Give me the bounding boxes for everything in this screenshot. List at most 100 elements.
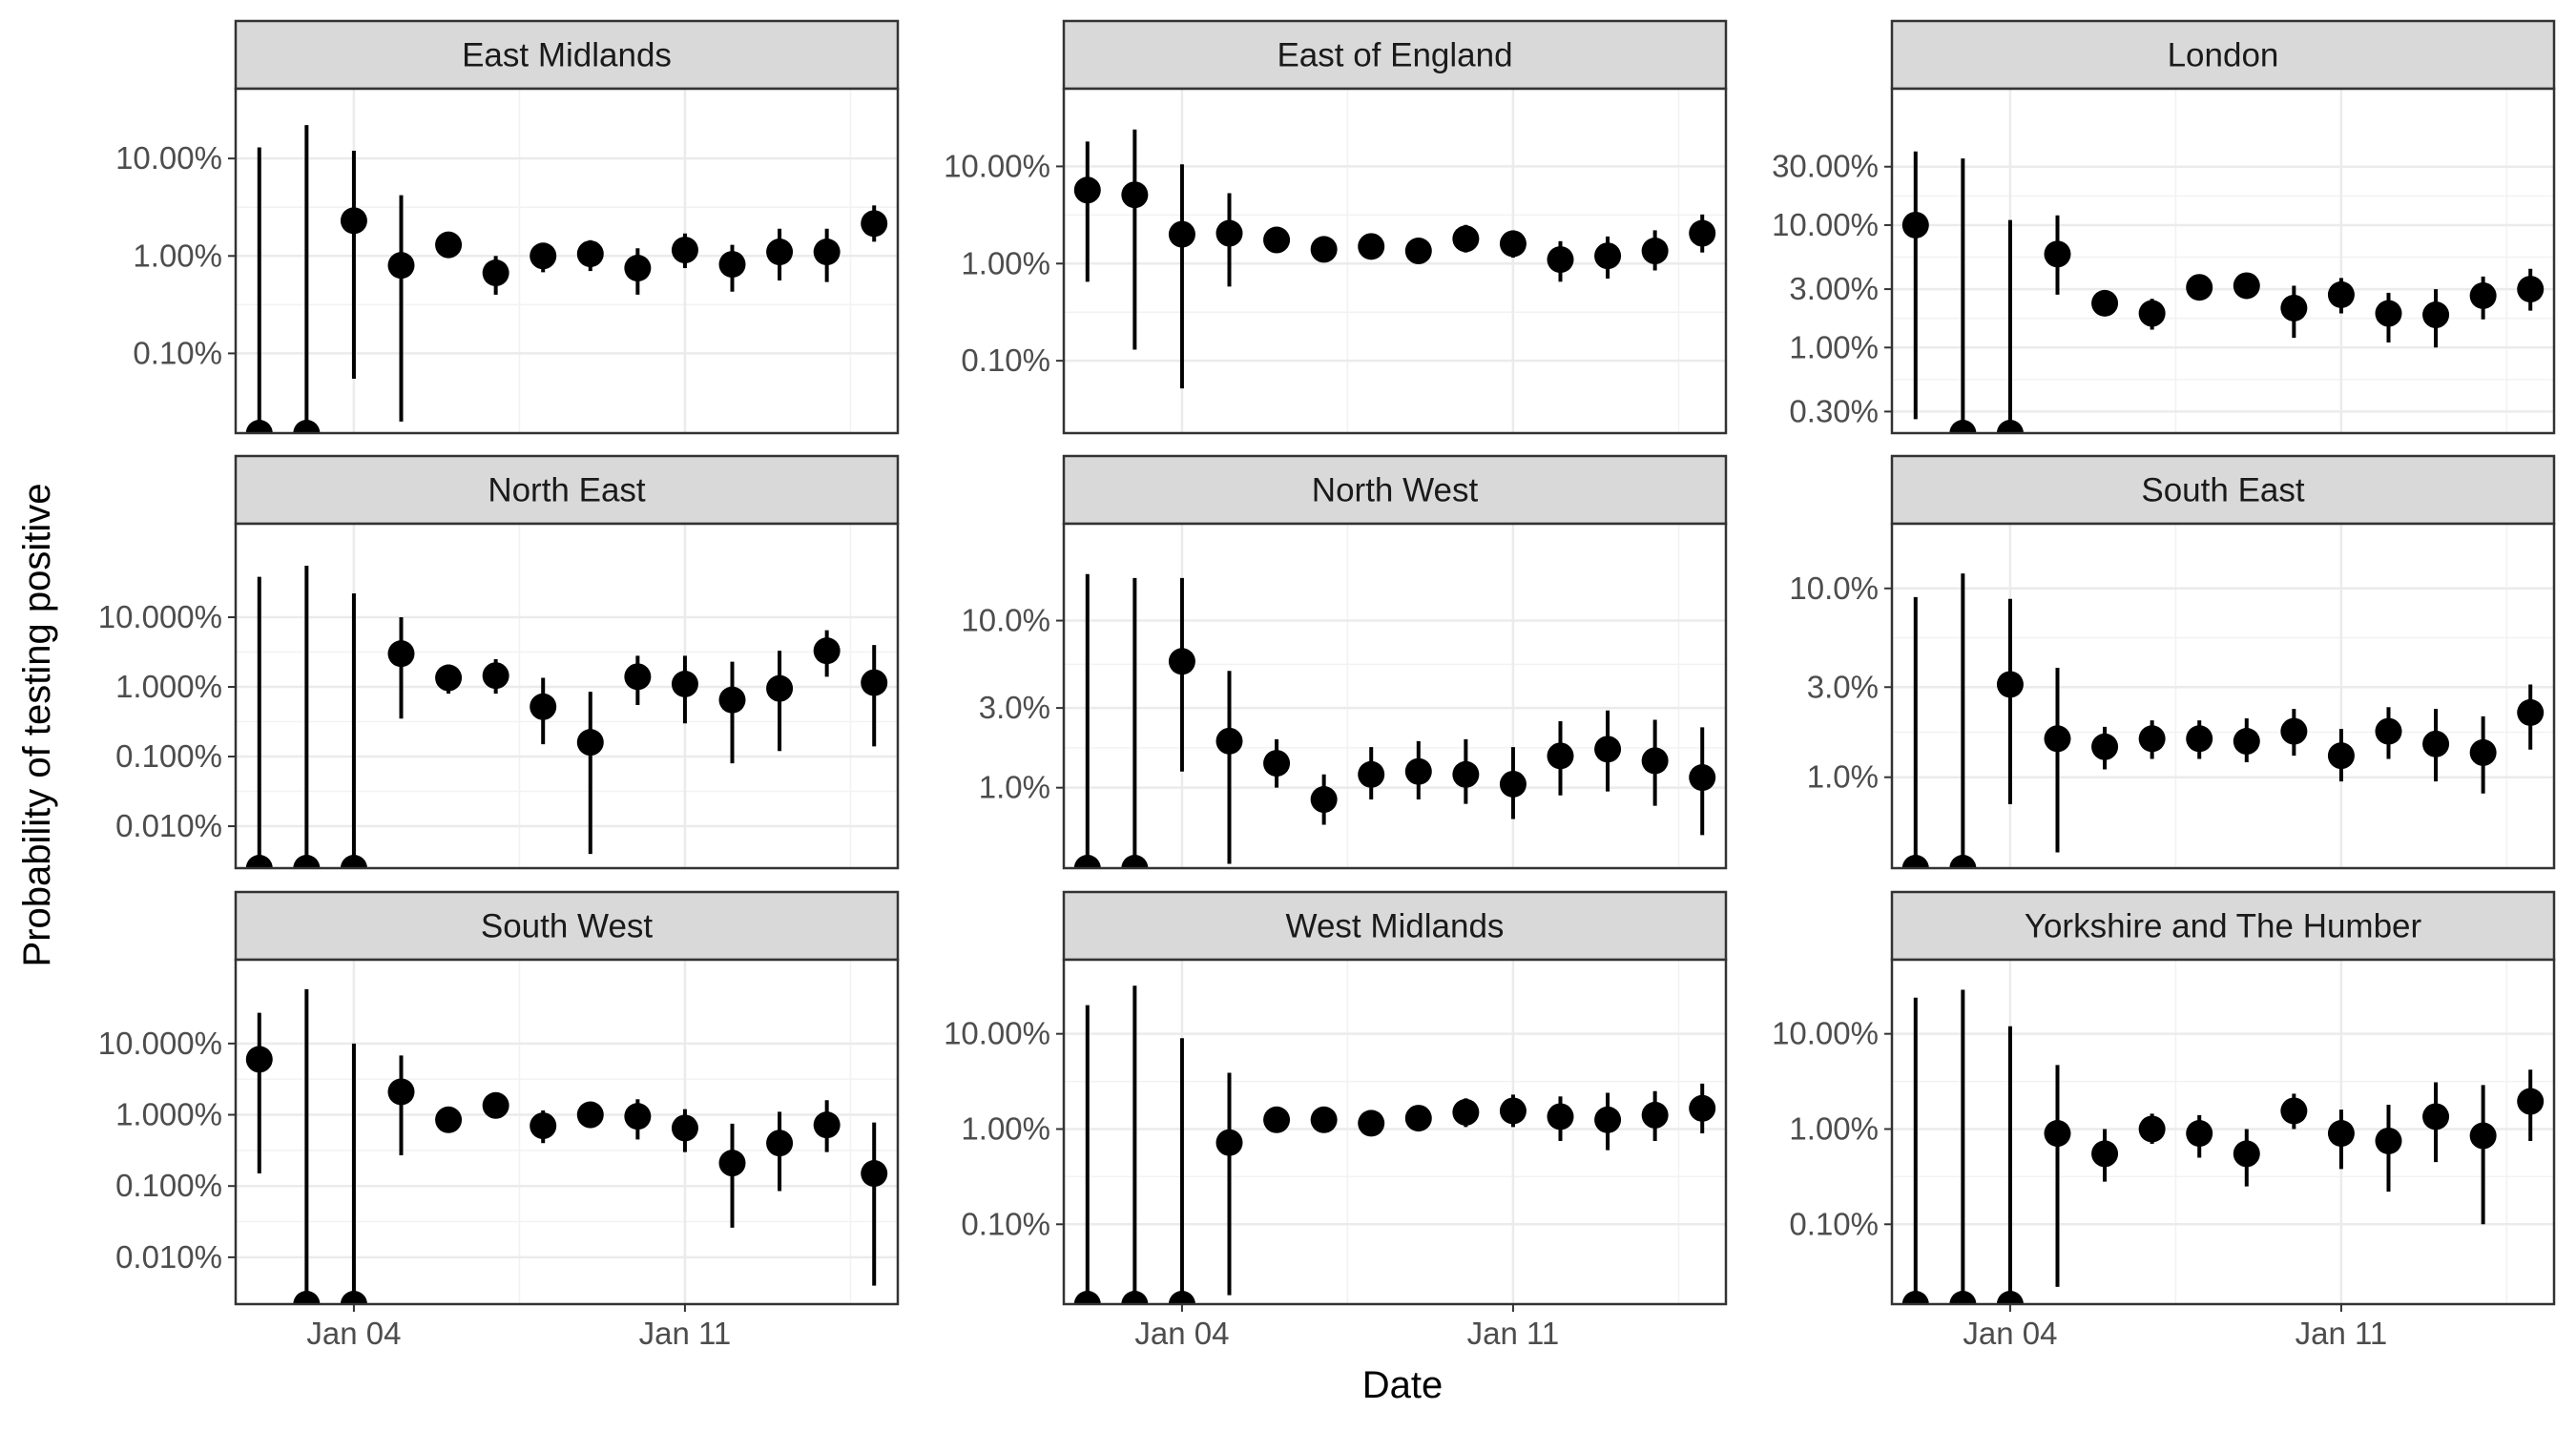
data-point [1073,855,1101,868]
panel-border [1890,958,2556,1306]
gridlines [1064,960,1726,1304]
facet-strip-label: East of England [1277,37,1512,74]
facet-strip [1062,19,1728,91]
x-tick-label: Jan 04 [1963,1316,2057,1351]
plot-background [1064,524,1726,868]
data-point [2044,725,2071,753]
data-layer [245,988,888,1304]
facet-panel: East Midlands 0.10% 1.00% 10.00% [115,19,900,435]
data-point [387,252,415,280]
data-point [671,670,698,697]
data-point [293,1291,321,1304]
panel-border [1062,522,1728,870]
data-point [1310,786,1338,814]
y-tick-label: 1.00% [1789,1110,1879,1146]
facet-strip [234,454,900,526]
data-layer [245,125,888,433]
facet-strip [1062,454,1728,526]
y-tick-label: 0.010% [115,1239,222,1275]
data-point [2233,728,2260,756]
facet-panel: Yorkshire and The Humber 0.10% 1.00% 10.00%… [1772,890,2556,1351]
data-point [435,664,463,692]
x-tick-label: Jan 11 [2296,1316,2388,1351]
data-point [2233,1140,2260,1168]
y-tick-label: 0.10% [961,1206,1050,1241]
data-point [482,259,509,287]
data-point [2280,1097,2308,1125]
data-point [1358,233,1385,260]
facet-strip-label: South East [2141,472,2304,509]
facet-panel: North East 0.010% 0.100% 1.000% 10.000% [98,454,900,870]
data-point [1073,1291,1101,1304]
data-point [1404,757,1432,785]
data-point [2327,280,2355,308]
data-point [1263,226,1291,254]
plot-background [1892,89,2554,433]
y-tick-label: 10.00% [944,148,1050,183]
data-point [766,238,794,266]
data-point [1499,770,1527,798]
data-point [2517,698,2545,726]
plot-background [1064,89,1726,433]
y-tick-label: 0.100% [115,1168,222,1203]
data-point [1168,648,1195,675]
data-point [530,242,557,270]
plot-background [236,960,898,1304]
data-point [2375,300,2402,327]
y-tick-label: 10.0% [1789,570,1879,606]
facet-panel: East of England 0.10% 1.00% 10.00% [944,19,1728,435]
y-tick-label: 3.0% [979,690,1050,725]
data-point [1215,727,1243,755]
facet-strip [1062,890,1728,962]
data-layer [1901,151,2545,433]
data-point [2280,294,2308,321]
data-point [2138,1115,2166,1143]
data-point [1996,1291,2024,1304]
y-tick-label: 1.00% [961,1110,1050,1146]
facet-strip [1890,890,2556,962]
data-point [576,240,604,268]
data-point [1263,750,1291,778]
x-axis-title: Date [1362,1364,1444,1406]
data-point [1641,1101,1669,1129]
x-tick-label: Jan 04 [306,1316,401,1351]
data-point [671,1114,698,1142]
y-tick-label: 0.010% [115,808,222,843]
data-point [861,210,888,238]
data-point [2091,1140,2119,1168]
data-point [1689,219,1716,247]
data-point [1358,760,1385,788]
data-point [861,669,888,696]
data-point [1641,747,1669,775]
data-point [482,662,509,690]
data-point [1901,211,1929,238]
data-point [530,693,557,720]
data-point [387,1078,415,1106]
x-tick-label: Jan 11 [639,1316,732,1351]
data-point [1263,1106,1291,1133]
data-point [1310,1106,1338,1133]
data-point [1073,176,1101,204]
data-point [1404,238,1432,265]
data-point [2280,717,2308,745]
data-point [2517,1088,2545,1115]
y-tick-label: 10.00% [115,140,222,176]
data-point [1168,220,1195,248]
data-point [2469,281,2497,309]
data-point [1168,1291,1195,1304]
data-point [718,686,746,714]
data-point [340,1291,367,1304]
gridlines [1892,89,2554,433]
y-tick-label: 10.00% [1772,1016,1879,1051]
panel-border [1062,958,1728,1306]
data-point [2422,1103,2450,1130]
data-point [435,231,463,259]
data-point [1901,1291,1929,1304]
y-tick-label: 0.10% [1789,1206,1879,1241]
data-point [482,1091,509,1119]
data-point [1689,1094,1716,1122]
data-point [2186,1120,2213,1148]
data-point [624,255,652,282]
panel-border [234,522,900,870]
